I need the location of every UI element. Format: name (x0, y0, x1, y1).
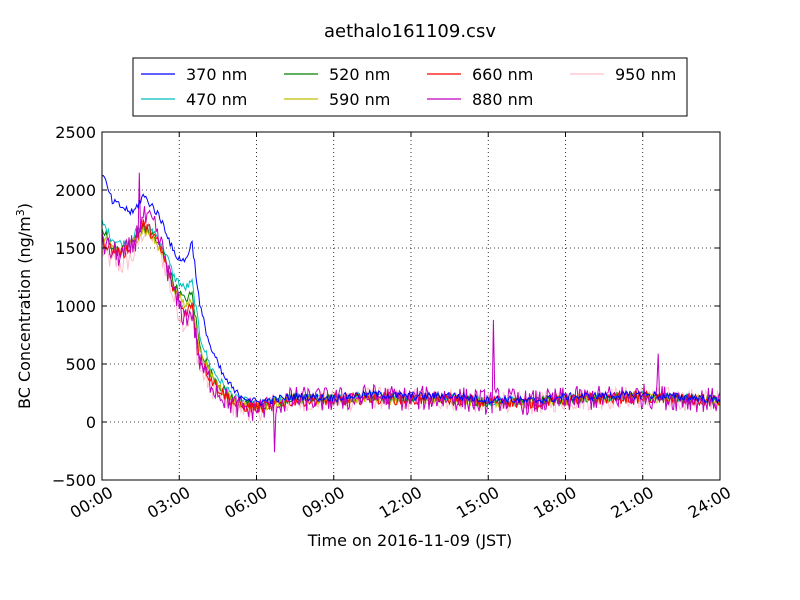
legend-label: 950 nm (615, 65, 676, 84)
series-line-880-nm (101, 172, 721, 453)
legend-label: 660 nm (472, 65, 533, 84)
series-line-950-nm (101, 222, 721, 421)
y-tick-label: 2000 (55, 181, 96, 200)
legend-label: 880 nm (472, 90, 533, 109)
y-axis-label-main: BC Concentration (ng/m (15, 216, 34, 409)
y-tick-label: 1000 (55, 297, 96, 316)
y-tick-label: −500 (52, 471, 96, 490)
legend: 370 nm 470 nm 520 nm 590 nm 660 nm 880 nm 950 … (132, 57, 688, 117)
legend-label: 520 nm (329, 65, 390, 84)
legend-label: 470 nm (186, 90, 247, 109)
y-tick-label: 0 (86, 413, 96, 432)
legend-frame (132, 57, 688, 117)
series-line-370-nm (101, 175, 721, 406)
chart-title: aethalo161109.csv (324, 21, 496, 42)
y-tick-label: 2500 (55, 123, 96, 142)
legend-label: 370 nm (186, 65, 247, 84)
gridlines (102, 132, 720, 480)
y-axis-label-tail: ) (15, 203, 34, 209)
x-axis-label: Time on 2016-11-09 (JST) (307, 531, 512, 550)
y-axis-label-superscript: 3 (14, 209, 27, 216)
y-tick-label: 500 (65, 355, 96, 374)
series-layer (101, 172, 721, 453)
y-tick-label: 1500 (55, 239, 96, 258)
legend-label: 590 nm (329, 90, 390, 109)
y-axis-label: BC Concentration (ng/m3) (14, 203, 34, 409)
series-line-660-nm (101, 217, 721, 414)
